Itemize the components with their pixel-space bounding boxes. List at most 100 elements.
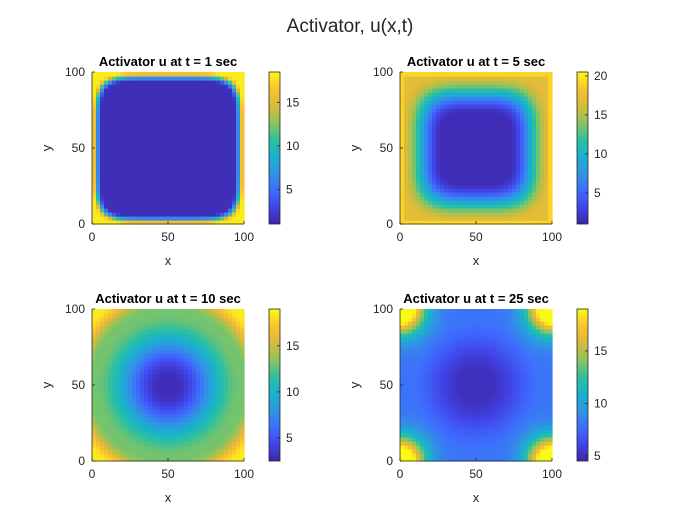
heatmap-cell xyxy=(144,453,149,458)
heatmap-cell xyxy=(420,92,425,97)
heatmap-cell xyxy=(148,116,153,121)
heatmap-cell xyxy=(224,309,229,314)
heatmap-cell xyxy=(160,373,165,378)
heatmap-cell xyxy=(536,132,541,137)
heatmap-cell xyxy=(176,176,181,181)
heatmap-cell xyxy=(172,92,177,97)
heatmap-cell xyxy=(464,136,469,141)
heatmap-cell xyxy=(168,164,173,169)
heatmap-cell xyxy=(196,365,201,370)
heatmap-cell xyxy=(548,208,553,213)
heatmap-cell xyxy=(180,180,185,185)
heatmap-cell xyxy=(216,413,221,418)
heatmap-cell xyxy=(428,156,433,161)
heatmap-cell xyxy=(212,220,217,225)
heatmap-cell xyxy=(428,365,433,370)
heatmap-cell xyxy=(540,100,545,105)
heatmap-cell xyxy=(528,116,533,121)
heatmap-cell xyxy=(188,393,193,398)
heatmap-cell xyxy=(176,212,181,217)
heatmap-cell xyxy=(124,104,129,109)
heatmap-cell xyxy=(236,176,241,181)
heatmap-cell xyxy=(232,441,237,446)
heatmap-cell xyxy=(456,389,461,394)
heatmap-cell xyxy=(172,216,177,221)
heatmap-cell xyxy=(160,361,165,366)
heatmap-cell xyxy=(104,453,109,458)
heatmap-cell xyxy=(404,144,409,149)
heatmap-cell xyxy=(416,96,421,101)
heatmap-cell xyxy=(212,204,217,209)
heatmap-cell xyxy=(224,409,229,414)
heatmap-cell xyxy=(420,421,425,426)
heatmap-cell xyxy=(156,341,161,346)
heatmap-cell xyxy=(440,104,445,109)
heatmap-cell xyxy=(116,72,121,77)
heatmap-cell xyxy=(524,100,529,105)
heatmap-cell xyxy=(464,212,469,217)
heatmap-cell xyxy=(160,84,165,89)
heatmap-cell xyxy=(416,329,421,334)
heatmap-cell xyxy=(132,445,137,450)
heatmap-cell xyxy=(148,345,153,350)
heatmap-cell xyxy=(220,325,225,330)
heatmap-cell xyxy=(180,445,185,450)
heatmap-cell xyxy=(240,317,245,322)
heatmap-cell xyxy=(420,184,425,189)
heatmap-cell xyxy=(400,100,405,105)
heatmap-cell xyxy=(164,120,169,125)
heatmap-cell xyxy=(216,100,221,105)
heatmap-cell xyxy=(548,144,553,149)
heatmap-cell xyxy=(108,385,113,390)
heatmap-cell xyxy=(424,381,429,386)
heatmap-cell xyxy=(128,389,133,394)
heatmap-cell xyxy=(92,373,97,378)
heatmap-cell xyxy=(196,433,201,438)
heatmap-cell xyxy=(428,80,433,85)
heatmap-cell xyxy=(408,325,413,330)
heatmap-cell xyxy=(180,124,185,129)
heatmap-cell xyxy=(132,132,137,137)
heatmap-cell xyxy=(456,317,461,322)
heatmap-cell xyxy=(128,132,133,137)
heatmap-cell xyxy=(100,96,105,101)
heatmap-cell xyxy=(448,204,453,209)
heatmap-cell xyxy=(524,180,529,185)
heatmap-cell xyxy=(224,329,229,334)
heatmap-cell xyxy=(112,441,117,446)
heatmap-cell xyxy=(492,220,497,225)
heatmap-cell xyxy=(412,313,417,318)
heatmap-cell xyxy=(496,88,501,93)
heatmap-cell xyxy=(100,76,105,81)
heatmap-cell xyxy=(428,361,433,366)
heatmap-cell xyxy=(104,204,109,209)
heatmap-cell xyxy=(188,381,193,386)
heatmap-cell xyxy=(168,76,173,81)
heatmap-cell xyxy=(240,188,245,193)
heatmap-cell xyxy=(196,172,201,177)
heatmap-cell xyxy=(464,200,469,205)
heatmap-cell xyxy=(444,353,449,358)
heatmap-cell xyxy=(420,116,425,121)
heatmap-cell xyxy=(460,88,465,93)
heatmap-cell xyxy=(108,104,113,109)
heatmap-cell xyxy=(428,397,433,402)
heatmap-cell xyxy=(116,413,121,418)
heatmap-cell xyxy=(200,164,205,169)
heatmap-cell xyxy=(404,413,409,418)
heatmap-cell xyxy=(436,80,441,85)
heatmap-cell xyxy=(496,84,501,89)
heatmap-cell xyxy=(420,76,425,81)
heatmap-cell xyxy=(488,188,493,193)
heatmap-cell xyxy=(436,184,441,189)
heatmap-cell xyxy=(440,445,445,450)
heatmap-cell xyxy=(448,216,453,221)
heatmap-cell xyxy=(92,120,97,125)
heatmap-cell xyxy=(164,393,169,398)
heatmap-cell xyxy=(220,164,225,169)
heatmap-cell xyxy=(452,449,457,454)
heatmap-cell xyxy=(404,192,409,197)
heatmap-cell xyxy=(152,112,157,117)
heatmap-cell xyxy=(532,80,537,85)
heatmap-cell xyxy=(152,208,157,213)
